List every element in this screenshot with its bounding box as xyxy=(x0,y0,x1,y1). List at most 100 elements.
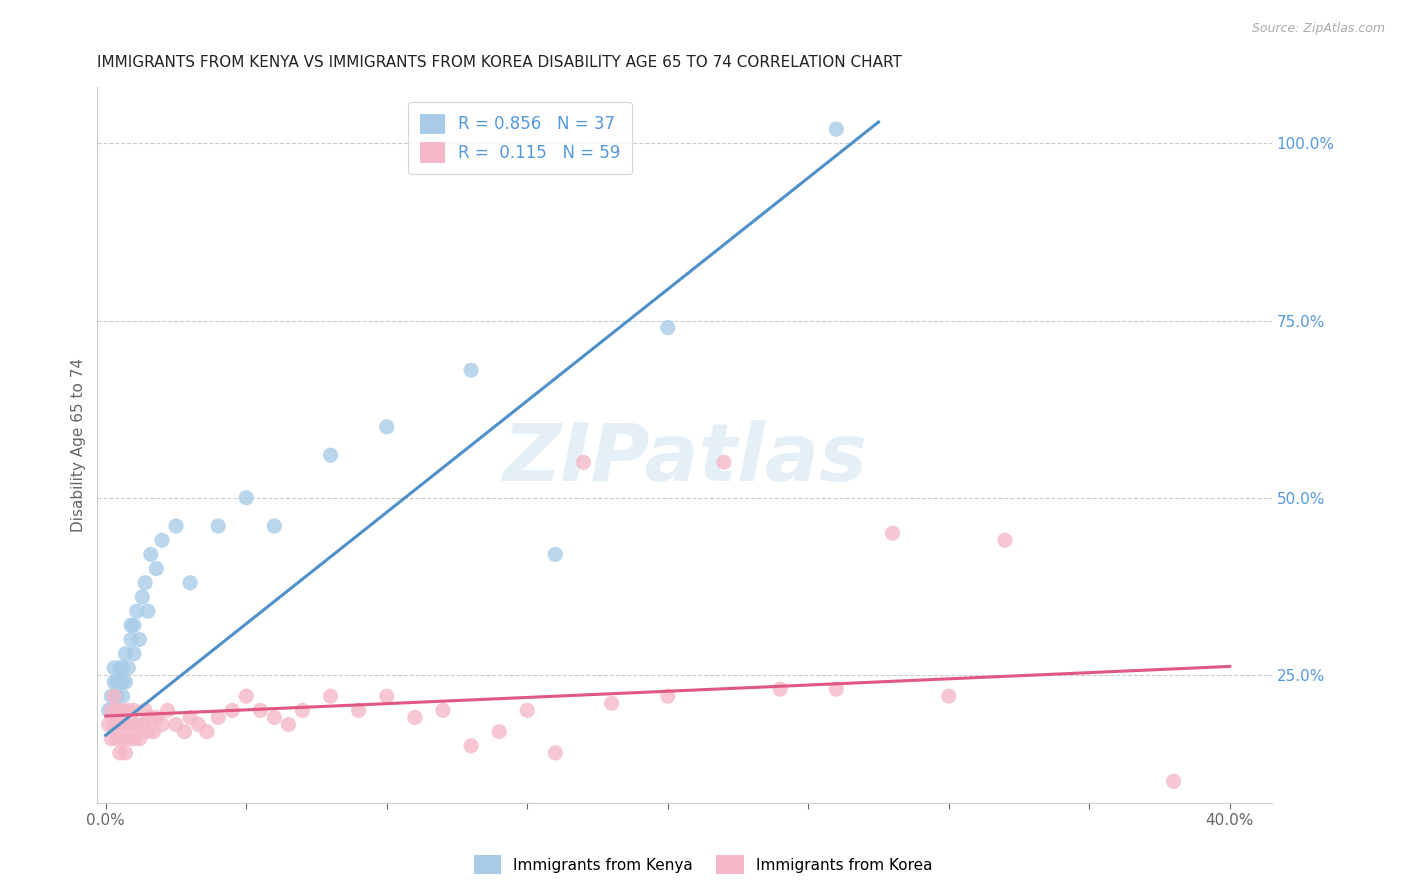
Point xyxy=(122,647,145,661)
Point xyxy=(179,575,201,590)
Point xyxy=(128,632,150,647)
Point xyxy=(120,717,142,731)
Y-axis label: Disability Age 65 to 74: Disability Age 65 to 74 xyxy=(72,358,86,532)
Point xyxy=(125,717,148,731)
Point xyxy=(122,703,145,717)
Point xyxy=(142,724,165,739)
Point xyxy=(432,703,454,717)
Point xyxy=(825,682,848,697)
Point xyxy=(221,703,243,717)
Point xyxy=(103,661,125,675)
Point xyxy=(131,590,153,604)
Point xyxy=(108,675,131,690)
Point xyxy=(128,731,150,746)
Point xyxy=(277,717,299,731)
Point xyxy=(145,710,167,724)
Point xyxy=(173,724,195,739)
Point xyxy=(291,703,314,717)
Point xyxy=(516,703,538,717)
Point xyxy=(111,661,134,675)
Point xyxy=(117,731,139,746)
Point xyxy=(235,491,257,505)
Point xyxy=(131,717,153,731)
Point xyxy=(134,703,156,717)
Point xyxy=(207,710,229,724)
Point xyxy=(122,618,145,632)
Point xyxy=(114,647,136,661)
Point xyxy=(111,703,134,717)
Point xyxy=(97,703,120,717)
Point xyxy=(108,746,131,760)
Point xyxy=(460,739,482,753)
Point xyxy=(769,682,792,697)
Point xyxy=(938,689,960,703)
Point xyxy=(103,675,125,690)
Point xyxy=(207,519,229,533)
Point xyxy=(105,731,128,746)
Point xyxy=(114,717,136,731)
Point xyxy=(108,717,131,731)
Point xyxy=(347,703,370,717)
Point xyxy=(134,575,156,590)
Point xyxy=(263,710,285,724)
Point xyxy=(195,724,218,739)
Point xyxy=(165,519,187,533)
Point xyxy=(139,548,162,562)
Point xyxy=(544,746,567,760)
Point xyxy=(100,689,122,703)
Point xyxy=(103,689,125,703)
Point xyxy=(120,618,142,632)
Point xyxy=(825,122,848,136)
Point xyxy=(165,717,187,731)
Point xyxy=(488,724,510,739)
Point xyxy=(882,526,904,541)
Point xyxy=(139,710,162,724)
Point xyxy=(125,604,148,618)
Point xyxy=(117,703,139,717)
Point xyxy=(375,689,398,703)
Point xyxy=(114,675,136,690)
Point xyxy=(263,519,285,533)
Text: Source: ZipAtlas.com: Source: ZipAtlas.com xyxy=(1251,22,1385,36)
Point xyxy=(108,661,131,675)
Point xyxy=(111,731,134,746)
Point xyxy=(187,717,209,731)
Legend: R = 0.856   N = 37, R =  0.115   N = 59: R = 0.856 N = 37, R = 0.115 N = 59 xyxy=(408,102,633,175)
Point xyxy=(375,420,398,434)
Point xyxy=(120,632,142,647)
Point xyxy=(105,689,128,703)
Point xyxy=(460,363,482,377)
Point xyxy=(249,703,271,717)
Point xyxy=(156,703,179,717)
Point xyxy=(1163,774,1185,789)
Point xyxy=(122,731,145,746)
Point xyxy=(657,689,679,703)
Point xyxy=(105,703,128,717)
Point xyxy=(235,689,257,703)
Point xyxy=(994,533,1017,548)
Point xyxy=(150,533,173,548)
Point xyxy=(114,746,136,760)
Legend: Immigrants from Kenya, Immigrants from Korea: Immigrants from Kenya, Immigrants from K… xyxy=(468,849,938,880)
Text: IMMIGRANTS FROM KENYA VS IMMIGRANTS FROM KOREA DISABILITY AGE 65 TO 74 CORRELATI: IMMIGRANTS FROM KENYA VS IMMIGRANTS FROM… xyxy=(97,55,903,70)
Point xyxy=(111,689,134,703)
Point xyxy=(97,717,120,731)
Point xyxy=(105,675,128,690)
Point xyxy=(572,455,595,469)
Point xyxy=(136,724,159,739)
Point xyxy=(117,661,139,675)
Point xyxy=(657,320,679,334)
Point xyxy=(103,717,125,731)
Point xyxy=(150,717,173,731)
Point xyxy=(319,448,342,462)
Point xyxy=(100,703,122,717)
Point xyxy=(111,675,134,690)
Point xyxy=(319,689,342,703)
Point xyxy=(136,604,159,618)
Point xyxy=(544,548,567,562)
Text: ZIPatlas: ZIPatlas xyxy=(502,420,868,498)
Point xyxy=(713,455,735,469)
Point xyxy=(179,710,201,724)
Point xyxy=(404,710,426,724)
Point xyxy=(100,731,122,746)
